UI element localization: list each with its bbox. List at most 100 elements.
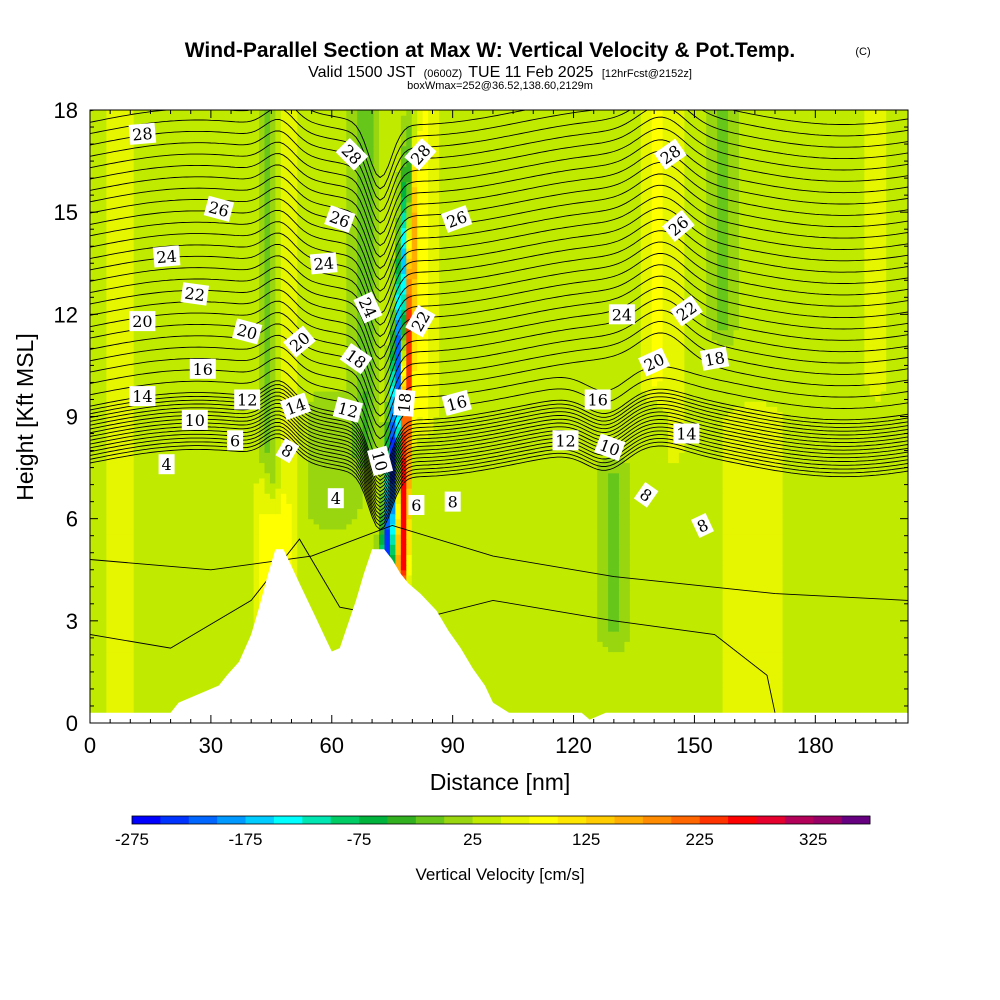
contour-label-box [700, 346, 730, 371]
colorbar-swatch [359, 816, 388, 824]
contour-label-box [327, 488, 344, 509]
colorbar-frame [131, 815, 871, 825]
contour-label-box [234, 389, 261, 410]
contour-label: 6 [408, 495, 425, 515]
colorbar-tick-label: 125 [572, 830, 600, 849]
colorbar-swatch [756, 816, 786, 824]
contour-label-text: 12 [237, 391, 257, 410]
contour-label-box [552, 430, 579, 451]
x-tick-label: 150 [676, 733, 713, 758]
terrain-mask [90, 549, 908, 723]
contour-label: 18 [393, 389, 416, 417]
theta-contour-line [90, 287, 908, 394]
colorbar-swatch [586, 816, 615, 824]
forecast-info: [12hrFcst@2152z] [602, 68, 692, 80]
theta-contour-line [90, 414, 908, 508]
theta-contour-line [90, 384, 908, 478]
x-tick-label: 60 [320, 733, 344, 758]
theta-contour-line [90, 525, 908, 601]
contour-label-text: 26 [206, 197, 231, 221]
contour-label: 24 [152, 245, 181, 268]
contour-label: 10 [594, 433, 626, 462]
colorbar-swatch [217, 816, 246, 824]
contour-label-text: 16 [445, 392, 470, 416]
theta-contour-line [90, 418, 908, 512]
theta-contour-line [90, 241, 908, 349]
x-tick-label: 30 [199, 733, 223, 758]
contour-label-text: 14 [132, 387, 152, 406]
x-tick-label: 0 [84, 733, 96, 758]
contour-label-box [441, 389, 472, 416]
colorbar-swatch [841, 816, 871, 824]
colorbar-tick-label: -75 [347, 830, 372, 849]
contour-label: 12 [332, 396, 364, 423]
colorbar-tick-label: -275 [115, 830, 149, 849]
contour-label: 6 [227, 430, 244, 451]
contour-label-box [405, 304, 436, 338]
contour-label-text: 24 [313, 253, 335, 274]
contour-label: 18 [700, 346, 730, 371]
contour-label-text: 24 [156, 247, 178, 268]
theta-contour-line [90, 110, 908, 190]
colorbar-swatch [614, 816, 644, 824]
contour-label-box [691, 513, 714, 538]
theta-contour-line [90, 437, 908, 531]
y-tick-label: 0 [66, 711, 78, 736]
theta-contour-line [90, 410, 908, 504]
contour-label-box [339, 342, 373, 375]
contour-label-text: 8 [448, 493, 458, 512]
contour-label-box [324, 205, 356, 233]
theta-contour-line [90, 128, 908, 235]
contour-label-box [152, 245, 181, 268]
contour-label-text: 14 [676, 425, 696, 444]
contour-label-text: 10 [368, 449, 392, 474]
colorbar-swatch [415, 816, 445, 824]
colorbar: -275 -175 -75 25 125 225 325 [115, 815, 871, 849]
y-tick-label: 18 [54, 98, 78, 123]
contour-label: 24 [309, 252, 338, 275]
contour-label: 12 [552, 430, 579, 451]
y-tick-label: 15 [54, 200, 78, 225]
colorbar-swatch [784, 816, 814, 824]
contour-label-box [332, 396, 364, 423]
colorbar-swatch [444, 816, 474, 824]
contour-label-text: 6 [230, 431, 240, 450]
colorbar-tick-label: 325 [799, 830, 827, 849]
colorbar-swatch [501, 816, 530, 824]
theta-contour-line [90, 275, 908, 383]
potential-temperature-contours [90, 110, 908, 713]
contour-label-box [158, 454, 175, 475]
contour-label: 16 [584, 389, 611, 410]
colorbar-swatch [472, 816, 502, 824]
colorbar-swatch [728, 816, 757, 824]
theta-contour-line [90, 368, 908, 462]
theta-contour-line [90, 406, 908, 500]
contour-label: 14 [129, 386, 156, 407]
valid-time-line: Valid 1500 JST (0600Z) TUE 11 Feb 2025 [… [308, 64, 692, 81]
contour-label: 8 [633, 482, 659, 508]
contour-label-box [444, 491, 461, 512]
x-tick-label: 90 [440, 733, 464, 758]
y-axis-label: Height [Kft MSL] [12, 333, 38, 500]
theta-contour-line [90, 196, 908, 303]
contour-label: 8 [444, 491, 461, 512]
colorbar-label: Vertical Velocity [cm/s] [415, 865, 584, 884]
contour-label-text: 22 [183, 284, 206, 306]
contour-label-text: 16 [588, 391, 608, 410]
colorbar-swatch [813, 816, 843, 824]
colorbar-swatch [557, 816, 587, 824]
colorbar-swatch [699, 816, 729, 824]
contour-label-box [404, 137, 437, 171]
contour-label-box [653, 138, 687, 170]
contour-label-box [128, 122, 157, 145]
contour-label: 14 [673, 423, 700, 444]
colorbar-swatch [160, 816, 190, 824]
contour-label-box [608, 304, 635, 325]
contour-label-box [309, 252, 338, 275]
colorbar-swatch [245, 816, 275, 824]
valid-time-prefix: Valid 1500 JST [308, 64, 416, 81]
x-axis: 0 30 60 90 120 150 180 [84, 110, 897, 758]
contour-label-box [227, 430, 244, 451]
colorbar-swatch [302, 816, 332, 824]
contour-label-box [584, 389, 611, 410]
